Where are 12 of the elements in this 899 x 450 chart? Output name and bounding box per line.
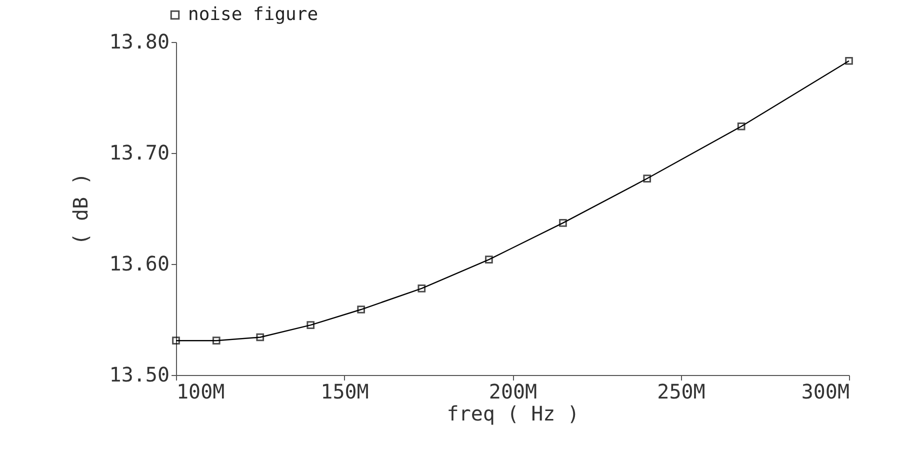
x-tick-label: 100M <box>176 380 225 404</box>
x-tick-label: 250M <box>657 380 706 404</box>
y-tick-label: 13.50 <box>109 362 170 386</box>
y-tick-label: 13.80 <box>109 30 170 54</box>
legend-label: noise figure <box>188 4 318 25</box>
x-axis-title: freq ( Hz ) <box>446 402 580 426</box>
y-tick-label: 13.60 <box>109 252 170 276</box>
x-tick-label: 300M <box>801 380 850 404</box>
y-axis-title: ( dB ) <box>68 172 92 246</box>
x-tick-label: 200M <box>488 380 538 404</box>
y-tick-label: 13.70 <box>109 140 170 164</box>
x-tick-label: 150M <box>320 380 369 404</box>
